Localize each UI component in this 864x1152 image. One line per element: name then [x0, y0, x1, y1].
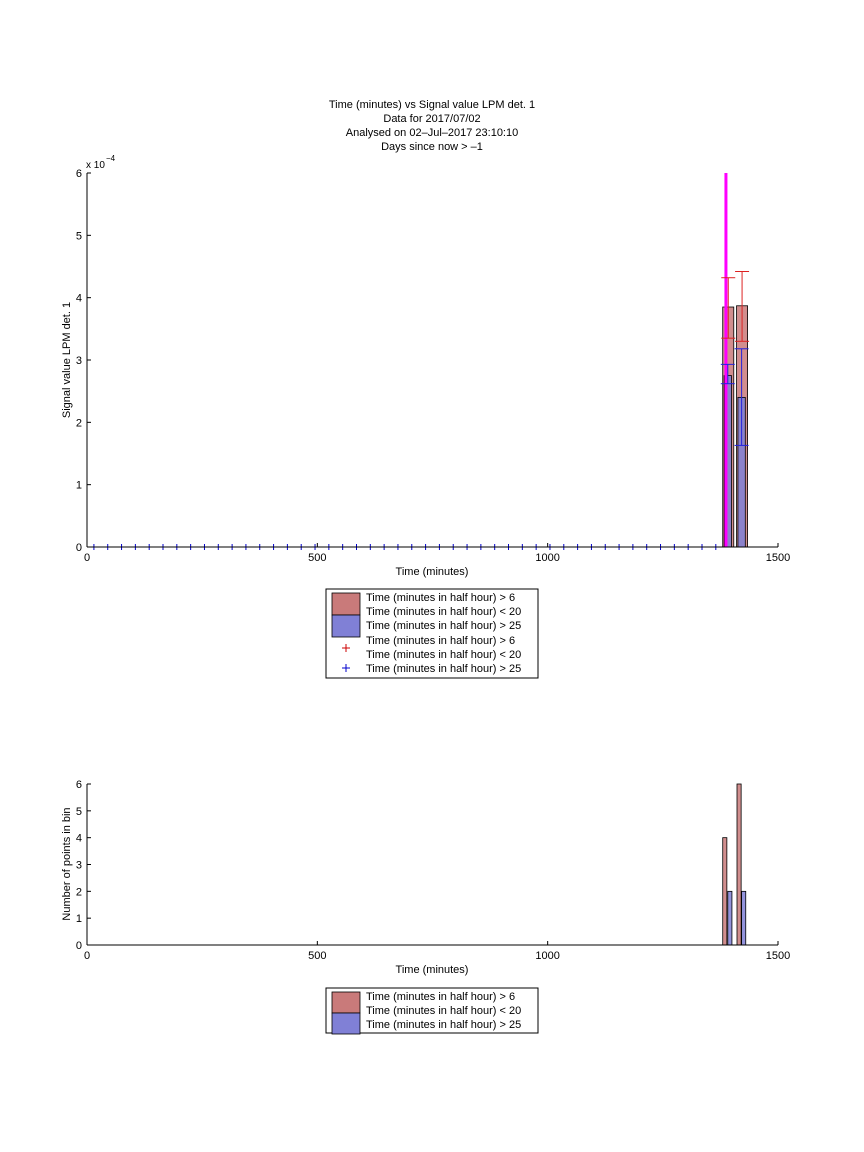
bottom-y-tick-label: 4	[76, 833, 82, 845]
bottom-x-tick-label: 0	[84, 950, 90, 962]
top-legend-label-3: Time (minutes in half hour) > 25	[366, 620, 521, 632]
top-legend-label-4: Time (minutes in half hour) > 6	[366, 635, 515, 647]
top-x-tick-label: 500	[308, 552, 326, 564]
error-bar-red	[735, 270, 750, 342]
legend-swatch-blue-bar	[331, 614, 361, 638]
top-x-axis-label: Time (minutes)	[396, 566, 469, 578]
top-legend: Time (minutes in half hour) > 6 Time (mi…	[325, 588, 539, 679]
top-legend-label-2: Time (minutes in half hour) < 20	[366, 606, 521, 618]
y-exponent-base: x 10	[86, 160, 105, 171]
top-x-tick-label: 0	[84, 552, 90, 564]
bottom-legend-swatch-red	[331, 991, 361, 1014]
bottom-x-tick-label: 500	[308, 950, 326, 962]
bottom-legend: Time (minutes in half hour) > 6 Time (mi…	[325, 987, 539, 1035]
count-bar-blue	[741, 890, 747, 946]
top-y-tick-label: 6	[76, 168, 82, 180]
title-line-4: Days since now > –1	[381, 141, 483, 153]
bottom-x-tick-label: 1000	[535, 950, 559, 962]
top-y-tick-label: 5	[76, 230, 82, 242]
bottom-legend-label-2: Time (minutes in half hour) < 20	[366, 1005, 521, 1017]
bottom-legend-box	[325, 987, 539, 1034]
top-plot-marks	[90, 173, 750, 550]
count-bar-blue	[727, 890, 733, 946]
top-y-axis-label: Signal value LPM det. 1	[61, 302, 73, 418]
top-legend-label-6: Time (minutes in half hour) > 25	[366, 663, 521, 675]
bottom-y-tick-label: 6	[76, 779, 82, 791]
y-exponent-label: x 10 −4	[86, 154, 116, 171]
top-legend-box	[325, 588, 539, 679]
count-bar-red	[722, 837, 728, 946]
top-legend-label-1: Time (minutes in half hour) > 6	[366, 592, 515, 604]
error-bar-blue	[720, 363, 735, 385]
error-bar-blue	[734, 348, 749, 446]
title-line-1: Time (minutes) vs Signal value LPM det. …	[329, 99, 535, 111]
bottom-plot-marks	[722, 783, 747, 946]
top-plot-axes: 0 500 1000 1500 0 1 2 3 4 5 6	[76, 168, 790, 564]
legend-red-plus-marker	[342, 644, 350, 652]
y-exponent-power: −4	[106, 154, 116, 163]
top-y-tick-label: 0	[76, 542, 82, 554]
bottom-y-tick-label: 2	[76, 886, 82, 898]
top-legend-label-5: Time (minutes in half hour) < 20	[366, 649, 521, 661]
top-y-tick-label: 3	[76, 355, 82, 367]
top-y-tick-label: 1	[76, 480, 82, 492]
top-y-tick-label: 4	[76, 293, 82, 305]
count-bar-red	[736, 783, 742, 946]
bottom-legend-label-1: Time (minutes in half hour) > 6	[366, 991, 515, 1003]
bottom-x-axis-label: Time (minutes)	[396, 964, 469, 976]
legend-blue-plus-marker	[342, 664, 350, 672]
bottom-y-tick-label: 3	[76, 860, 82, 872]
bottom-y-tick-label: 5	[76, 806, 82, 818]
bottom-y-axis-label: Number of points in bin	[61, 807, 73, 920]
title-line-3: Analysed on 02–Jul–2017 23:10:10	[346, 127, 518, 139]
bottom-y-tick-label: 0	[76, 940, 82, 952]
error-bar-red	[721, 277, 736, 339]
legend-swatch-red-bar	[331, 592, 361, 616]
top-x-tick-label: 1500	[766, 552, 790, 564]
bottom-legend-swatch-blue	[331, 1012, 361, 1035]
top-y-tick-label: 2	[76, 417, 82, 429]
bottom-legend-label-3: Time (minutes in half hour) > 25	[366, 1019, 521, 1031]
top-x-tick-label: 1000	[535, 552, 559, 564]
bottom-x-tick-label: 1500	[766, 950, 790, 962]
chart-title: Time (minutes) vs Signal value LPM det. …	[329, 99, 535, 153]
bottom-plot-axes: 0 500 1000 1500 0 1 2 3 4 5 6	[76, 779, 790, 962]
bottom-y-tick-label: 1	[76, 913, 82, 925]
title-line-2: Data for 2017/07/02	[383, 113, 480, 125]
